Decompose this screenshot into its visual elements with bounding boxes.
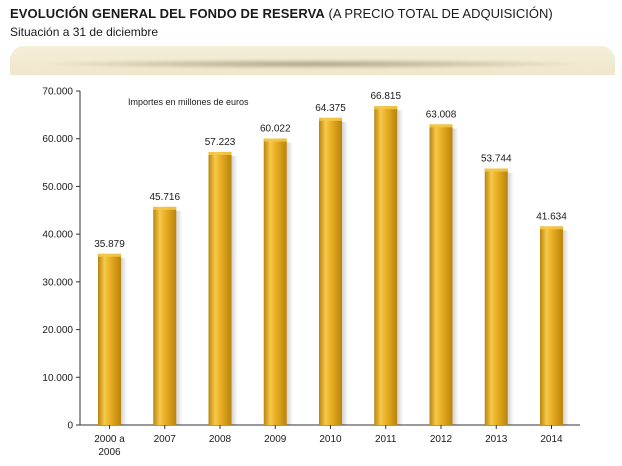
bar-shadow — [121, 257, 127, 425]
bar-shadow — [231, 155, 238, 425]
bar-top-highlight — [153, 206, 177, 210]
bar-top-highlight — [429, 124, 453, 128]
y-tick-label: 20.000 — [42, 325, 73, 336]
data-label: 63.008 — [426, 109, 457, 120]
y-tick-label: 30.000 — [42, 277, 73, 288]
bar — [98, 253, 121, 425]
data-label: 64.375 — [315, 103, 346, 114]
data-label: 66.815 — [370, 91, 401, 102]
data-label: 41.634 — [536, 211, 567, 222]
bar — [484, 168, 508, 426]
bar-top-highlight — [540, 226, 563, 230]
bar-shadow — [176, 210, 183, 425]
bar-top-highlight — [208, 151, 232, 155]
y-tick-label: 60.000 — [42, 134, 73, 145]
bar-shadow — [507, 172, 514, 425]
x-tick-label: 2013 — [485, 434, 508, 445]
bar-top-highlight — [484, 168, 508, 172]
bar-shadow — [342, 121, 348, 425]
bar-top-highlight — [374, 106, 398, 110]
bar — [540, 226, 563, 425]
chart-panel: 0 10.000 20.000 30.000 40.000 50.000 60.000 70.… — [10, 75, 615, 459]
y-tick-label: 0 — [67, 421, 73, 432]
decorative-header-band — [10, 46, 615, 75]
x-tick-label: 2000 a 2006 — [94, 434, 125, 458]
x-tick-label: 2014 — [540, 434, 563, 445]
bar-shadow — [286, 142, 293, 425]
bar — [208, 151, 232, 425]
chart-subtitle: Situación a 31 de diciembre — [10, 25, 159, 39]
data-label: 35.879 — [94, 239, 125, 250]
y-tick-label: 40.000 — [42, 230, 73, 241]
bar-top-highlight — [98, 253, 121, 257]
chart-header: EVOLUCIÓN GENERAL DEL FONDO DE RESERVA (… — [10, 5, 553, 40]
bar-shadow — [452, 128, 459, 426]
bar-top-highlight — [319, 117, 342, 121]
x-tick-label: 2008 — [209, 434, 232, 445]
x-tick-label: 2009 — [264, 434, 287, 445]
y-tick-label: 50.000 — [42, 182, 73, 193]
x-tick-label: 2007 — [154, 434, 177, 445]
units-annotation: Importes en millones de euros — [128, 97, 249, 107]
data-label: 45.716 — [149, 192, 180, 203]
bar-chart: 0 10.000 20.000 30.000 40.000 50.000 60.000 70.… — [42, 87, 580, 458]
data-label: 57.223 — [205, 137, 236, 148]
chart-title-main: EVOLUCIÓN GENERAL DEL FONDO DE RESERVA — [10, 6, 325, 21]
bar-shadow — [563, 230, 569, 425]
bar-top-highlight — [263, 138, 287, 142]
bar — [374, 106, 398, 426]
chart-title: EVOLUCIÓN GENERAL DEL FONDO DE RESERVA (… — [10, 5, 553, 22]
x-tick-label: 2011 — [375, 434, 397, 445]
y-tick-label: 70.000 — [42, 87, 73, 98]
chart-title-qualifier: (A PRECIO TOTAL DE ADQUISICIÓN) — [328, 6, 553, 21]
bar — [263, 138, 287, 425]
bar — [153, 206, 177, 425]
bar-shadow — [397, 110, 404, 426]
y-tick-label: 10.000 — [42, 373, 73, 384]
x-tick-label: 2012 — [430, 434, 453, 445]
bar — [319, 117, 342, 425]
bar — [429, 124, 453, 426]
data-label: 53.744 — [481, 154, 512, 165]
data-label: 60.022 — [260, 124, 291, 135]
x-tick-label: 2010 — [319, 434, 342, 445]
